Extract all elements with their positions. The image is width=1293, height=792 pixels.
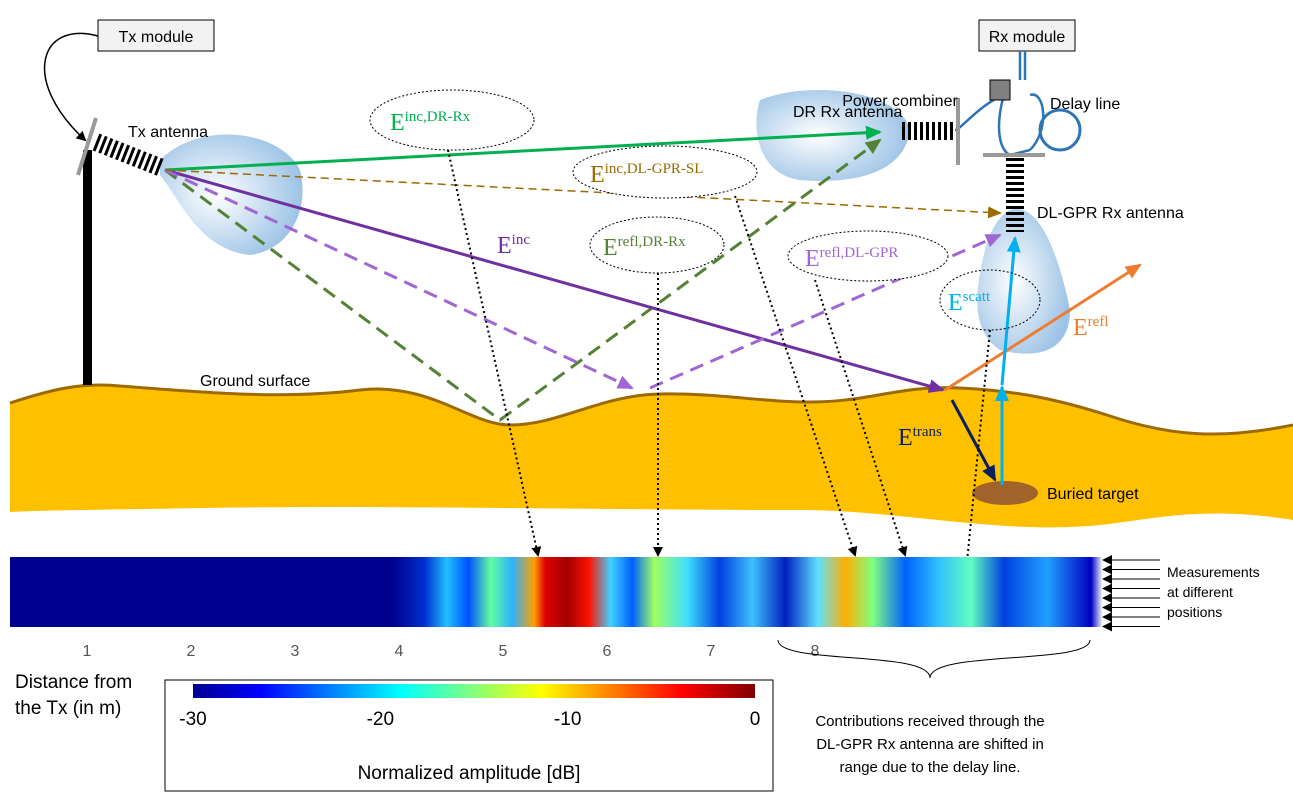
colorbar-tick-label: 0: [750, 709, 761, 730]
note: Contributions received through the: [815, 713, 1044, 730]
field-sup: inc,DL-GPR-SL: [605, 161, 704, 177]
ground: [10, 385, 1293, 527]
ground-surface-label: Ground surface: [200, 373, 310, 390]
colorbar: [193, 684, 755, 698]
measurements-label: Measurements: [1167, 564, 1260, 580]
rx-module: Rx module: [989, 29, 1066, 46]
power-combiner-box: [990, 80, 1010, 100]
field-sup: trans: [913, 424, 942, 440]
measurements-label: at different: [1167, 584, 1233, 600]
measurements-label: positions: [1167, 604, 1222, 620]
field-sup: refl,DR-Rx: [618, 234, 686, 250]
field-inc: Einc: [497, 232, 530, 259]
field-sup: refl: [1088, 314, 1109, 330]
field-base: E: [497, 233, 512, 259]
field-sup: scatt: [963, 289, 991, 305]
measurement-arrows: [1104, 560, 1160, 627]
tx-module: Tx module: [119, 29, 194, 46]
field-base: E: [390, 110, 405, 136]
ray: [165, 170, 632, 388]
note: range due to the delay line.: [840, 759, 1021, 776]
colorbar-tick-label: -20: [367, 709, 394, 730]
colorbar-tick-label: -30: [179, 709, 206, 730]
tx-beam: [160, 135, 303, 255]
distance-label: the Tx (in m): [15, 698, 121, 719]
pointers: [448, 150, 990, 582]
tx-antenna-label: Tx antenna: [128, 124, 208, 141]
page: Tx module Tx antenna Rx module Power com…: [0, 0, 1293, 792]
distance-tick-label: 7: [707, 643, 716, 660]
field-sup: inc: [512, 232, 531, 248]
tx-pole: [83, 150, 92, 385]
colorbar-tick-label: -10: [554, 709, 581, 730]
field-sup: refl,DL-GPR: [820, 245, 899, 261]
field-base: E: [948, 290, 963, 316]
distance-tick-label: 5: [499, 643, 508, 660]
rx-cables: [955, 51, 1043, 155]
diagram: Tx module Tx antenna Rx module Power com…: [0, 0, 1293, 792]
field-refl: Erefl: [1073, 314, 1109, 341]
brace: [778, 640, 1090, 678]
tx-antenna: [96, 142, 162, 168]
buried-target-label: Buried target: [1047, 486, 1139, 503]
distance-tick-label: 3: [291, 643, 300, 660]
note: DL-GPR Rx antenna are shifted in: [816, 736, 1044, 753]
colorbar-label: Normalized amplitude [dB]: [358, 763, 581, 784]
field-sup: inc,DR-Rx: [405, 109, 471, 125]
field-base: E: [805, 246, 820, 272]
distance-tick-label: 2: [187, 643, 196, 660]
dl-gpr-rx-antenna-label: DL-GPR Rx antenna: [1037, 205, 1184, 222]
ray: [165, 170, 943, 390]
buried-target: [972, 481, 1038, 505]
delay-line-loop: [1040, 110, 1080, 150]
delay-line-label: Delay line: [1050, 96, 1120, 113]
distance-axis: 1 2 3 4 5 6 7 8: [83, 643, 820, 660]
distance-label: Distance from: [15, 672, 132, 693]
field-base: E: [590, 162, 605, 188]
distance-tick-label: 8: [811, 643, 820, 660]
distance-tick-label: 1: [83, 643, 92, 660]
distance-tick-label: 6: [603, 643, 612, 660]
field-base: E: [898, 425, 913, 451]
measurement-map: [10, 557, 1102, 627]
distance-tick-label: 4: [395, 643, 404, 660]
field-base: E: [1073, 315, 1088, 341]
field-base: E: [603, 235, 618, 261]
tx-cable: [45, 33, 98, 140]
dr-rx-antenna-label: DR Rx antenna: [793, 104, 902, 121]
